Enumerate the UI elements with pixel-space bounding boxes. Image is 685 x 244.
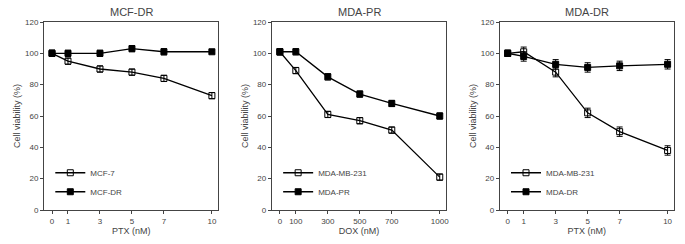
svg-text:5: 5	[130, 217, 135, 226]
svg-text:7: 7	[162, 217, 167, 226]
svg-text:MDA-MB-231: MDA-MB-231	[318, 169, 367, 178]
svg-text:40: 40	[257, 143, 266, 152]
svg-text:0: 0	[34, 206, 39, 215]
svg-text:10: 10	[207, 217, 216, 226]
svg-text:PTX (nM): PTX (nM)	[568, 226, 607, 236]
svg-text:MDA-MB-231: MDA-MB-231	[546, 169, 595, 178]
svg-text:1000: 1000	[431, 217, 449, 226]
svg-text:100: 100	[253, 49, 267, 58]
svg-text:60: 60	[29, 112, 38, 121]
svg-text:120: 120	[253, 18, 267, 27]
svg-text:120: 120	[481, 18, 495, 27]
svg-text:0: 0	[50, 217, 55, 226]
svg-text:100: 100	[25, 49, 39, 58]
svg-text:MDA-PR: MDA-PR	[318, 188, 350, 197]
svg-text:100: 100	[481, 49, 495, 58]
svg-text:DOX (nM): DOX (nM)	[339, 226, 380, 236]
svg-text:80: 80	[29, 80, 38, 89]
svg-text:3: 3	[98, 217, 103, 226]
svg-text:60: 60	[485, 112, 494, 121]
svg-text:10: 10	[663, 217, 672, 226]
svg-text:7: 7	[617, 217, 622, 226]
svg-text:700: 700	[385, 217, 399, 226]
svg-text:120: 120	[25, 18, 39, 27]
svg-text:MCF-7: MCF-7	[90, 169, 115, 178]
svg-text:80: 80	[485, 80, 494, 89]
svg-text:3: 3	[553, 217, 558, 226]
svg-text:PTX (nM): PTX (nM)	[112, 226, 151, 236]
svg-text:20: 20	[485, 174, 494, 183]
svg-text:40: 40	[485, 143, 494, 152]
svg-text:0: 0	[278, 217, 283, 226]
svg-text:1: 1	[66, 217, 71, 226]
svg-text:40: 40	[29, 143, 38, 152]
svg-text:MCF-DR: MCF-DR	[110, 6, 153, 18]
svg-text:5: 5	[585, 217, 590, 226]
svg-text:0: 0	[505, 217, 510, 226]
svg-text:60: 60	[257, 112, 266, 121]
svg-text:Cell viability (%): Cell viability (%)	[468, 84, 478, 148]
svg-text:Cell viability (%): Cell viability (%)	[240, 84, 250, 148]
svg-text:MCF-DR: MCF-DR	[90, 188, 122, 197]
svg-text:0: 0	[262, 206, 267, 215]
svg-text:MDA-DR: MDA-DR	[565, 6, 609, 18]
svg-text:1: 1	[521, 217, 526, 226]
svg-text:MDA-DR: MDA-DR	[546, 188, 578, 197]
svg-text:300: 300	[321, 217, 335, 226]
svg-text:100: 100	[289, 217, 303, 226]
svg-text:MDA-PR: MDA-PR	[338, 6, 381, 18]
svg-text:20: 20	[257, 174, 266, 183]
svg-text:0: 0	[490, 206, 495, 215]
svg-text:500: 500	[353, 217, 367, 226]
svg-text:Cell viability (%): Cell viability (%)	[12, 84, 22, 148]
svg-text:80: 80	[257, 80, 266, 89]
svg-text:20: 20	[29, 174, 38, 183]
